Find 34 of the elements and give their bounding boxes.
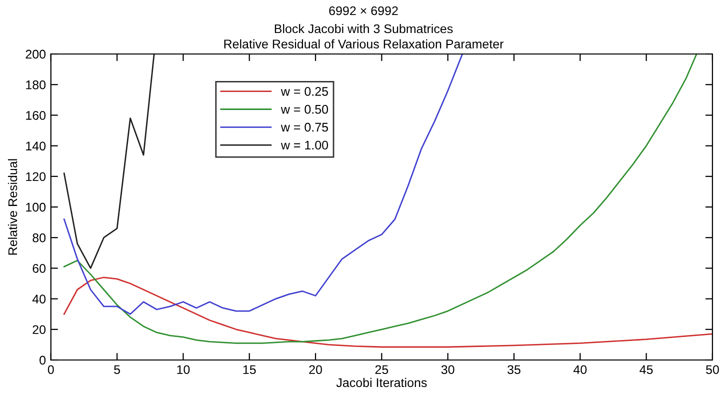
- y-tick-label: 60: [32, 264, 46, 273]
- y-tick-label: 80: [32, 233, 46, 242]
- y-tick-label: 120: [26, 172, 46, 182]
- x-tick-label: 40: [573, 365, 587, 374]
- legend-label: w = 0.50: [280, 104, 328, 114]
- y-tick-label: 20: [32, 325, 46, 334]
- x-tick-label: 15: [243, 365, 256, 374]
- x-tick-label: 25: [375, 365, 388, 374]
- y-tick-label: 200: [26, 50, 46, 59]
- legend-label: w = 0.25: [280, 87, 328, 96]
- x-tick-label: 5: [114, 365, 120, 374]
- x-tick-label: 50: [706, 365, 719, 374]
- y-tick-label: 100: [26, 202, 46, 212]
- x-tick-label: 0: [48, 365, 54, 374]
- x-tick-label: 20: [309, 365, 322, 374]
- x-tick-label: 30: [441, 365, 454, 374]
- line-series: [63, 54, 698, 344]
- y-tick-label: 140: [26, 142, 46, 150]
- y-tick-label: 0: [40, 356, 46, 365]
- x-tick-label: 35: [508, 365, 520, 374]
- x-tick-label: 10: [177, 365, 190, 374]
- line-series: [63, 54, 155, 269]
- line-series: [63, 54, 464, 315]
- legend-label: w = 1.00: [280, 140, 328, 150]
- chart-subtitle: Block Jacobi with 3 Submatrices Relative Residual of Various Relaxation Parameter: [224, 24, 504, 48]
- x-axis-title: Jacobi Iterations: [336, 378, 427, 388]
- y-tick-label: 180: [26, 80, 46, 90]
- x-tick-label: 45: [640, 365, 653, 374]
- chart-title: 6992 × 6992: [329, 6, 398, 16]
- legend-label: w = 0.75: [280, 122, 328, 132]
- y-axis-title: Relative Residual: [8, 159, 18, 255]
- y-tick-label: 40: [32, 294, 46, 304]
- y-tick-label: 160: [26, 111, 46, 120]
- line-series: [63, 276, 712, 348]
